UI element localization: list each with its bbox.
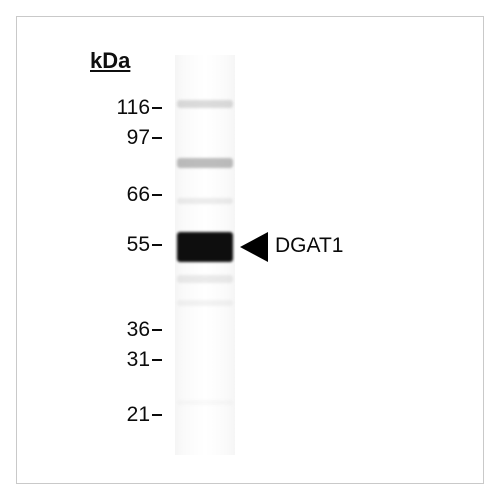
mw-marker-label: 116 xyxy=(117,96,150,120)
kda-header: kDa xyxy=(90,48,130,74)
band-pointer-arrow xyxy=(240,232,268,262)
protein-band xyxy=(177,300,233,306)
protein-band xyxy=(177,198,233,204)
mw-marker-label: 55 xyxy=(127,233,150,257)
mw-marker-tick xyxy=(152,329,162,331)
gel-lane xyxy=(175,55,235,455)
protein-band xyxy=(177,158,233,168)
mw-marker-label: 21 xyxy=(127,403,150,427)
mw-marker-tick xyxy=(152,137,162,139)
western-blot-figure: kDa 116 97 66 55 36 31 21 DGAT1 xyxy=(0,0,500,500)
mw-marker-tick xyxy=(152,359,162,361)
mw-marker-label: 97 xyxy=(127,126,150,150)
mw-marker-tick xyxy=(152,414,162,416)
mw-marker-tick xyxy=(152,244,162,246)
protein-band xyxy=(177,100,233,108)
protein-band xyxy=(177,232,233,262)
band-pointer-label: DGAT1 xyxy=(275,234,343,258)
mw-marker-label: 31 xyxy=(127,348,150,372)
mw-marker-tick xyxy=(152,107,162,109)
protein-band xyxy=(177,275,233,283)
protein-band xyxy=(177,400,233,405)
mw-marker-label: 66 xyxy=(127,183,150,207)
mw-marker-tick xyxy=(152,194,162,196)
mw-marker-label: 36 xyxy=(127,318,150,342)
